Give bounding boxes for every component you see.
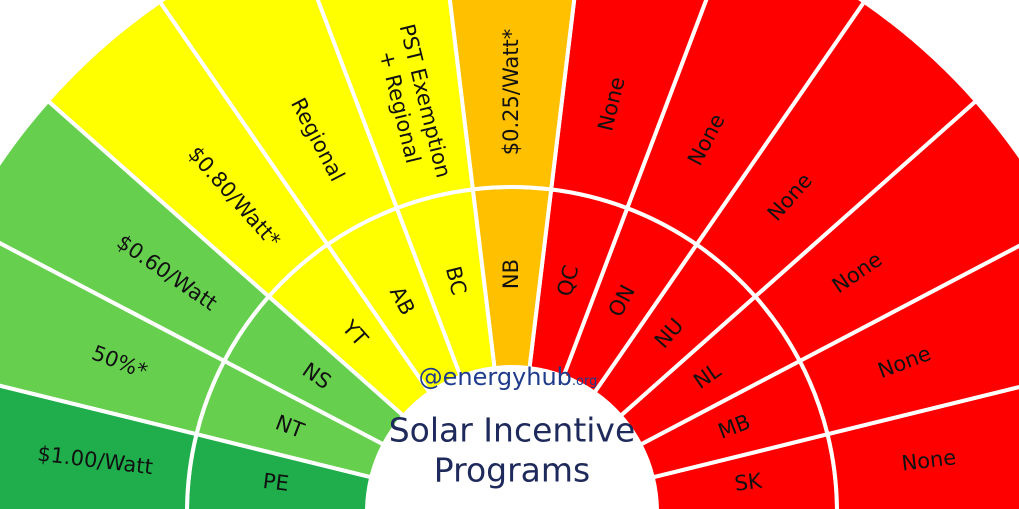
brand: @energyhub.org <box>419 363 598 391</box>
title-line: Programs <box>434 451 590 490</box>
title-line: Solar Incentive <box>389 411 636 450</box>
outer-segment <box>0 241 227 437</box>
province-label: NB <box>499 259 523 289</box>
outer-segment <box>315 0 476 211</box>
outer-segment <box>752 98 1019 364</box>
province-label: SK <box>733 469 764 496</box>
brand-name: @energyhub <box>419 363 572 391</box>
province-label: PE <box>262 469 291 496</box>
outer-segment <box>0 98 272 364</box>
outer-segment <box>447 0 577 192</box>
outer-segment <box>157 0 400 248</box>
brand-suffix: .org <box>572 374 597 389</box>
outer-segment <box>0 383 199 509</box>
outer-segment <box>797 243 1019 437</box>
outer-segment <box>693 0 979 300</box>
outer-segment <box>548 0 709 211</box>
outer-segment <box>45 0 331 300</box>
outer-segment <box>825 384 1019 509</box>
outer-segment <box>624 0 867 248</box>
incentive-label: $0.25/Watt* <box>499 29 523 155</box>
